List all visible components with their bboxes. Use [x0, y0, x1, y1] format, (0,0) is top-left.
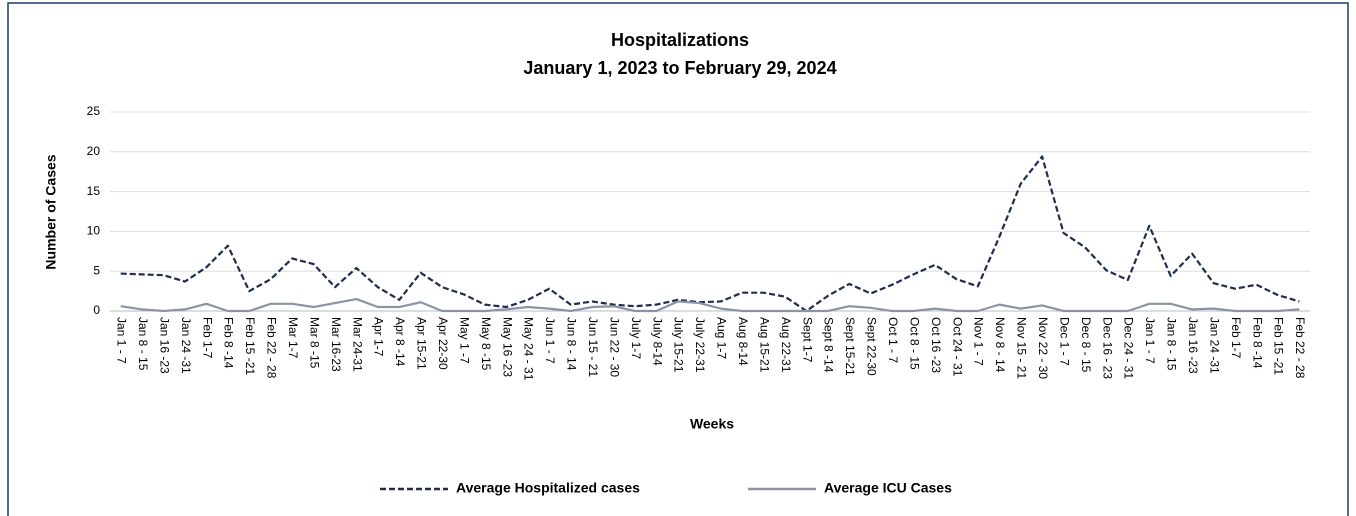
x-tick-label: Oct 8 - 15 — [907, 317, 921, 370]
x-tick-label: Jan 24 -31 — [1207, 317, 1221, 374]
x-tick-label: Jan 16 -23 — [1186, 317, 1200, 374]
x-tick-label: July 15-21 — [672, 317, 686, 373]
x-tick-label: Dec 16 - 23 — [1100, 317, 1114, 379]
series-line — [120, 155, 1300, 313]
x-tick-label: Jun 8 - 14 — [565, 317, 579, 371]
x-tick-label: May 8 -15 — [479, 317, 493, 371]
legend-label: Average Hospitalized cases — [456, 480, 640, 496]
series-line — [120, 297, 1300, 313]
x-tick-label: May 16 -23 — [500, 317, 514, 377]
x-tick-label: Dec 1 - 7 — [1057, 317, 1071, 366]
y-tick-label: 10 — [87, 224, 101, 238]
chart-title: Hospitalizations — [611, 30, 749, 50]
x-axis-label: Weeks — [690, 416, 734, 432]
y-tick-label: 25 — [87, 104, 101, 118]
x-tick-label: Feb 1-7 — [200, 317, 214, 359]
x-tick-label: May 24 - 31 — [522, 317, 536, 381]
y-axis-label: Number of Cases — [43, 154, 59, 269]
x-tick-label: Apr 1-7 — [372, 317, 386, 357]
x-tick-label: May 1 -7 — [457, 317, 471, 364]
x-tick-label: Nov 22 - 30 — [1036, 317, 1050, 379]
x-tick-label: Oct 1 - 7 — [886, 317, 900, 363]
x-tick-label: Apr 8 -14 — [393, 317, 407, 367]
x-tick-label: Sept 15-21 — [843, 317, 857, 376]
x-tick-label: Feb 22 - 28 — [265, 317, 279, 379]
y-tick-label: 5 — [93, 263, 100, 277]
x-tick-label: Nov 15 - 21 — [1015, 317, 1029, 379]
x-tick-label: Jan 8 - 15 — [136, 317, 150, 371]
x-tick-label: Aug 15-21 — [757, 317, 771, 373]
x-tick-label: July 22-31 — [693, 317, 707, 373]
x-tick-label: Apr 15-21 — [415, 317, 429, 370]
x-tick-label: Jan 8 - 15 — [1165, 317, 1179, 371]
x-tick-label: Jan 1 - 7 — [115, 317, 129, 364]
x-tick-label: Feb 22 - 28 — [1293, 317, 1307, 379]
x-tick-label: Jun 1 - 7 — [543, 317, 557, 364]
x-tick-label: Jun 22 - 30 — [607, 317, 621, 377]
x-tick-label: Mar 1-7 — [286, 317, 300, 359]
x-tick-label: Sept 1-7 — [800, 317, 814, 363]
x-tick-label: Aug 22-31 — [779, 317, 793, 373]
x-tick-label: Jun 15 - 21 — [586, 317, 600, 377]
x-tick-label: July 1-7 — [629, 317, 643, 359]
y-tick-label: 15 — [87, 184, 101, 198]
chart-subtitle: January 1, 2023 to February 29, 2024 — [523, 58, 836, 78]
y-tick-label: 20 — [87, 144, 101, 158]
x-tick-label: Feb 8 -14 — [222, 317, 236, 369]
x-tick-label: Mar 24-31 — [350, 317, 364, 372]
x-tick-label: Dec 24 - 31 — [1122, 317, 1136, 379]
chart-frame — [7, 2, 1349, 516]
x-tick-label: Nov 1 - 7 — [972, 317, 986, 366]
x-tick-label: Oct 24 - 31 — [950, 317, 964, 377]
x-tick-label: July 8-14 — [650, 317, 664, 366]
x-tick-label: Feb 15 -21 — [1272, 317, 1286, 375]
x-tick-label: Oct 16 -23 — [929, 317, 943, 373]
x-tick-label: Feb 1-7 — [1229, 317, 1243, 359]
x-tick-label: Sept 8 -14 — [822, 317, 836, 373]
x-tick-label: Mar 8 -15 — [307, 317, 321, 369]
x-tick-label: Aug 1-7 — [715, 317, 729, 359]
y-tick-label: 0 — [93, 303, 100, 317]
x-tick-label: Feb 15 -21 — [243, 317, 257, 375]
x-tick-label: Mar 16-23 — [329, 317, 343, 372]
x-tick-label: Nov 8 - 14 — [993, 317, 1007, 373]
x-tick-label: Aug 8-14 — [736, 317, 750, 366]
x-tick-label: Feb 8 -14 — [1250, 317, 1264, 369]
x-tick-label: Sept 22-30 — [865, 317, 879, 376]
x-tick-label: Apr 22-30 — [436, 317, 450, 370]
x-tick-label: Dec 8 - 15 — [1079, 317, 1093, 373]
x-tick-label: Jan 24 -31 — [179, 317, 193, 374]
legend-label: Average ICU Cases — [824, 480, 952, 496]
x-tick-label: Jan 1 - 7 — [1143, 317, 1157, 364]
x-tick-label: Jan 16 -23 — [157, 317, 171, 374]
